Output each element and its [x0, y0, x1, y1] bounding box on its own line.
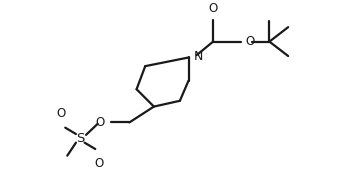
- Text: O: O: [57, 107, 66, 120]
- Text: O: O: [96, 116, 105, 129]
- Text: O: O: [246, 35, 255, 48]
- Text: O: O: [95, 157, 104, 170]
- Text: O: O: [209, 2, 218, 15]
- Text: N: N: [194, 50, 203, 63]
- Text: S: S: [76, 132, 85, 145]
